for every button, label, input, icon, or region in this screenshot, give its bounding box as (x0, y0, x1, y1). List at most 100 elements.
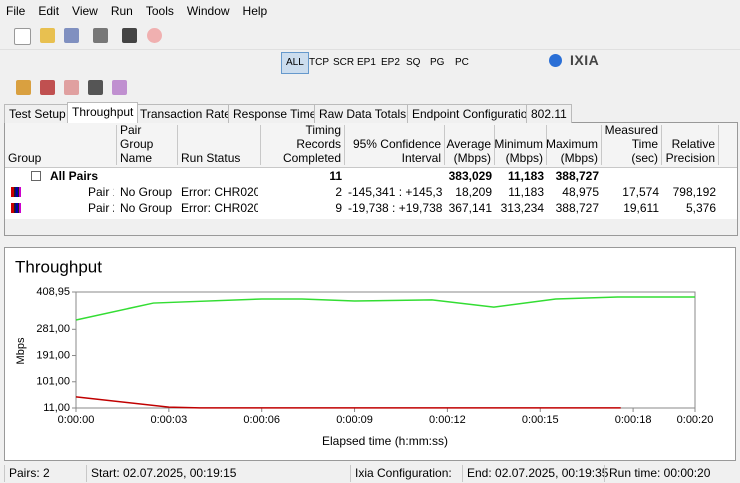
icon[interactable] (64, 80, 79, 95)
table-cell: 19,611 (623, 201, 659, 215)
menu-item[interactable]: Tools (145, 4, 174, 18)
table-cell: 9 (335, 201, 342, 215)
filter-button[interactable]: TCP (309, 57, 329, 68)
table-cell: 18,209 (455, 185, 492, 199)
tab[interactable]: Throughput (67, 102, 139, 123)
status-field: Run time: 00:00:20 (604, 465, 710, 482)
menu-item[interactable]: Window (186, 4, 230, 18)
menu-item[interactable]: Run (110, 4, 133, 18)
column-header[interactable]: Timing Records Completed (261, 123, 345, 165)
column-header[interactable]: 95% Confidence Interval (345, 125, 445, 165)
table-cell: 17,574 (622, 185, 659, 199)
table-cell: 11 (329, 169, 342, 183)
chart-title: Throughput (15, 257, 102, 276)
x-tick-label: 0:00:06 (243, 414, 280, 426)
column-header[interactable]: Pair Group Name (117, 123, 178, 165)
status-field: End: 02.07.2025, 00:19:35 (462, 465, 608, 482)
x-tick-label: 0:00:15 (522, 414, 559, 426)
tab[interactable]: 802.11 (526, 104, 572, 123)
icon[interactable] (88, 80, 103, 95)
y-tick-label: 11,00 (43, 402, 70, 414)
table-cell: -19,738 : +19,738 (348, 201, 442, 215)
icon[interactable] (93, 28, 108, 43)
menu-item[interactable]: Help (242, 4, 268, 18)
y-axis-label: Mbps (15, 337, 27, 364)
table-cell: No Group (120, 185, 173, 199)
table-cell: -145,341 : +145,341 (348, 185, 442, 199)
info-icon[interactable] (549, 54, 562, 67)
menu-item[interactable]: File (6, 4, 26, 18)
icon[interactable] (16, 80, 31, 95)
x-tick-label: 0:00:12 (429, 414, 466, 426)
tab[interactable]: Raw Data Totals (314, 104, 412, 123)
column-header[interactable]: Measured Time (sec) (602, 123, 662, 165)
toolbar-1 (0, 23, 740, 50)
filter-button[interactable]: ALL (286, 57, 304, 68)
menu-bar: File Edit View Run Tools Window Help (6, 4, 280, 18)
x-tick-label: 0:00:03 (150, 414, 187, 426)
x-tick-label: 0:00:00 (58, 414, 95, 426)
x-tick-label: 0:00:18 (615, 414, 652, 426)
table-cell: 2 (335, 185, 342, 199)
filter-button[interactable]: PG (430, 57, 445, 68)
tab[interactable]: Endpoint Configuration (407, 104, 540, 123)
column-header[interactable]: Run Status (178, 125, 261, 165)
filter-button[interactable]: SQ (406, 57, 421, 68)
pair-icon (11, 187, 21, 197)
table-cell: 383,029 (448, 169, 492, 183)
icon[interactable] (147, 28, 162, 43)
table-header: Group Pair Group Name Run Status Timing Rec… (5, 123, 737, 168)
tab[interactable]: Test Setup (4, 104, 71, 123)
y-tick-label: 281,00 (36, 323, 70, 335)
column-header[interactable]: Group (5, 125, 117, 165)
toolbar-3 (0, 76, 740, 100)
menu-item[interactable]: Edit (38, 4, 60, 18)
status-field: Start: 02.07.2025, 00:19:15 (86, 465, 236, 482)
table-cell: 388,727 (555, 201, 599, 215)
icon[interactable] (14, 28, 31, 45)
series-line (75, 296, 695, 321)
filter-button[interactable]: PC (455, 57, 469, 68)
x-axis-label: Elapsed time (h:mm:ss) (322, 434, 448, 448)
table-cell: 798,192 (672, 185, 716, 199)
table-body: All Pairs 11 383,029 11,183 388,727 Pair 1 No … (5, 167, 737, 217)
icon[interactable] (64, 28, 79, 43)
y-tick-label: 101,00 (36, 376, 70, 388)
table-cell: 367,141 (448, 201, 492, 215)
table-cell: No Group (120, 201, 173, 215)
status-field: Pairs: 2 (4, 465, 50, 482)
tab[interactable]: Response Time (228, 104, 322, 123)
ixia-logo: IXIA (570, 52, 600, 68)
filter-button[interactable]: EP2 (381, 57, 400, 68)
icon[interactable] (40, 28, 55, 43)
pair-icon (11, 203, 21, 213)
icon[interactable] (40, 80, 55, 95)
column-header[interactable]: Minimum (Mbps) (494, 125, 547, 165)
icon[interactable] (112, 80, 127, 95)
filter-button[interactable]: EP1 (357, 57, 376, 68)
column-header[interactable]: Average (Mbps) (445, 125, 495, 165)
table-cell: 313,234 (500, 201, 544, 215)
table-cell: 11,183 (507, 169, 544, 183)
horizontal-scrollbar[interactable] (5, 219, 737, 235)
status-field: Ixia Configuration: (350, 465, 452, 482)
collapse-box[interactable] (31, 171, 41, 181)
filter-active (281, 52, 309, 74)
table-cell: 388,727 (555, 169, 599, 183)
tab[interactable]: Transaction Rate (135, 104, 236, 123)
y-tick-label: 408,95 (36, 286, 70, 298)
x-tick-label: 0:00:20 (677, 414, 714, 426)
table-cell: 48,975 (562, 185, 599, 199)
chart: Throughput Mbps Elapsed time (h:mm:ss) 1… (4, 247, 736, 461)
table-cell: Pair 2 (88, 201, 114, 215)
filter-button[interactable]: SCR (333, 57, 355, 68)
column-header[interactable]: Relative Precision (662, 125, 719, 165)
x-tick-label: 0:00:09 (336, 414, 373, 426)
column-header[interactable]: Maximum (Mbps) (546, 125, 602, 165)
table-cell: Pair 1 (88, 185, 114, 199)
icon[interactable] (122, 28, 137, 43)
menu-item[interactable]: View (72, 4, 98, 18)
